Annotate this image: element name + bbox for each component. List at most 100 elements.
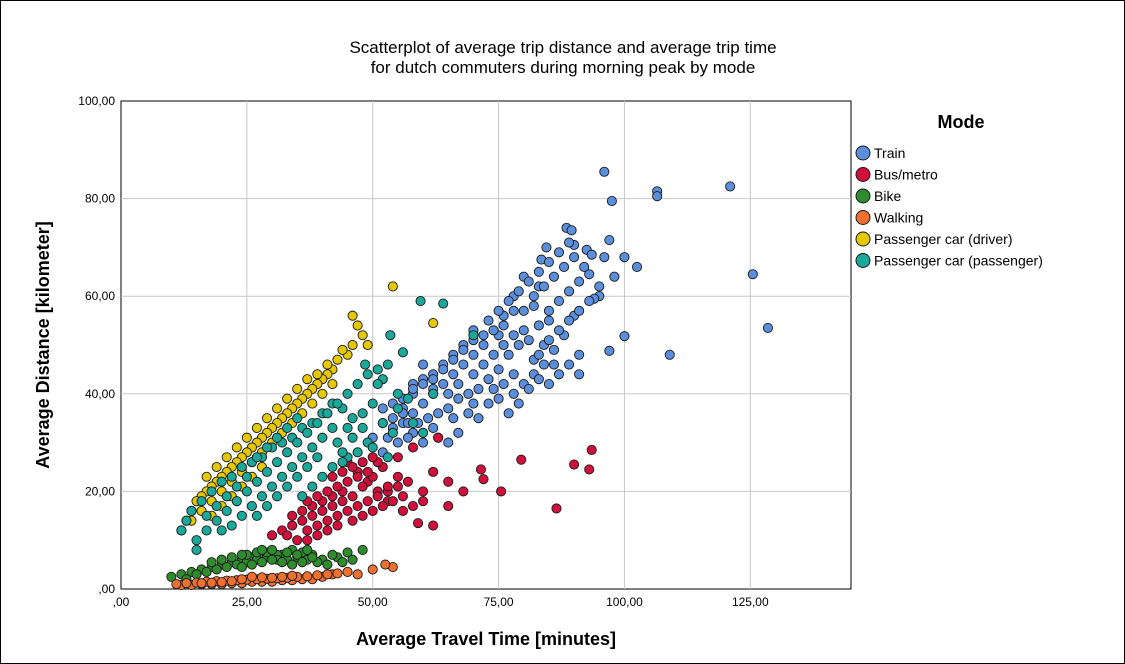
data-point [747, 269, 758, 280]
data-point [380, 559, 391, 570]
data-point [342, 388, 353, 399]
data-point [272, 491, 283, 502]
data-point [392, 471, 403, 482]
data-point [478, 474, 489, 485]
tick-labels: ,00 25,00 50,00 75,00 100,00 125,00 ,00 20,00 40… [78, 94, 769, 609]
data-point [428, 374, 439, 385]
data-point [347, 432, 358, 443]
data-point [543, 378, 554, 390]
data-point [221, 491, 232, 502]
data-point [453, 378, 464, 390]
data-point [564, 237, 575, 248]
data-point [543, 315, 554, 326]
data-point [201, 525, 212, 536]
data-point [251, 422, 262, 434]
data-point [211, 515, 222, 526]
data-point [423, 413, 434, 424]
data-point [297, 452, 308, 463]
data-point [402, 432, 414, 443]
data-point [322, 408, 333, 419]
data-point [448, 354, 459, 365]
data-point [287, 461, 298, 473]
data-point [327, 549, 338, 560]
data-point [372, 491, 383, 502]
data-point [201, 510, 212, 521]
data-point [438, 364, 449, 375]
data-point [347, 515, 358, 526]
data-point [402, 393, 414, 404]
data-point [478, 359, 489, 370]
data-point [261, 466, 273, 477]
data-point [211, 461, 222, 473]
data-point [483, 398, 494, 409]
data-point [352, 378, 363, 390]
data-point [342, 547, 353, 558]
data-point [317, 432, 328, 443]
data-point [256, 557, 268, 568]
data-point [246, 571, 257, 582]
y-tick-label: 40,00 [85, 387, 115, 401]
data-point [551, 503, 562, 514]
data-point [302, 374, 313, 385]
data-point [428, 466, 439, 477]
data-point [282, 530, 293, 541]
data-point [402, 476, 414, 487]
data-point [266, 572, 278, 583]
data-point [302, 461, 313, 473]
data-point [503, 408, 514, 419]
data-point [236, 549, 247, 560]
data-point [569, 459, 580, 470]
data-point [574, 305, 585, 316]
data-point [483, 315, 494, 326]
data-point [579, 261, 590, 272]
data-point [282, 447, 293, 458]
data-point [206, 486, 217, 497]
data-point [448, 413, 459, 424]
data-point [362, 339, 373, 351]
data-point [397, 505, 408, 516]
data-point [246, 500, 257, 512]
data-point [322, 525, 333, 536]
data-point [377, 403, 388, 414]
legend-label: Train [874, 145, 905, 161]
data-point [543, 305, 554, 316]
data-point [367, 564, 378, 575]
data-point [362, 496, 373, 507]
data-point [312, 369, 323, 380]
data-point [287, 520, 298, 531]
data-point [216, 577, 227, 588]
data-point [357, 422, 368, 434]
data-point [347, 339, 358, 351]
data-point [631, 261, 643, 272]
data-point [312, 491, 323, 502]
y-tick-label: 20,00 [85, 484, 115, 498]
data-point [312, 520, 323, 531]
data-point [407, 442, 419, 453]
data-point [292, 549, 303, 560]
data-point [574, 369, 585, 380]
legend-label: Walking [874, 210, 923, 226]
data-point [508, 305, 519, 316]
data-point [548, 359, 560, 370]
data-point [327, 500, 338, 512]
x-tick-label: 25,00 [232, 595, 262, 609]
data-point [586, 249, 597, 260]
data-point [307, 442, 318, 453]
data-point [397, 491, 408, 502]
x-tick-label: ,00 [113, 595, 130, 609]
data-point [392, 437, 403, 448]
data-point [282, 481, 293, 492]
data-point [503, 349, 514, 360]
data-point [221, 452, 232, 463]
data-point [569, 252, 580, 263]
legend-title: Mode [938, 112, 985, 132]
data-point [297, 515, 308, 526]
data-point [458, 359, 469, 370]
data-point [277, 557, 288, 568]
data-point [357, 481, 368, 492]
data-point [272, 457, 283, 468]
data-point [463, 388, 474, 399]
data-point [584, 296, 595, 307]
